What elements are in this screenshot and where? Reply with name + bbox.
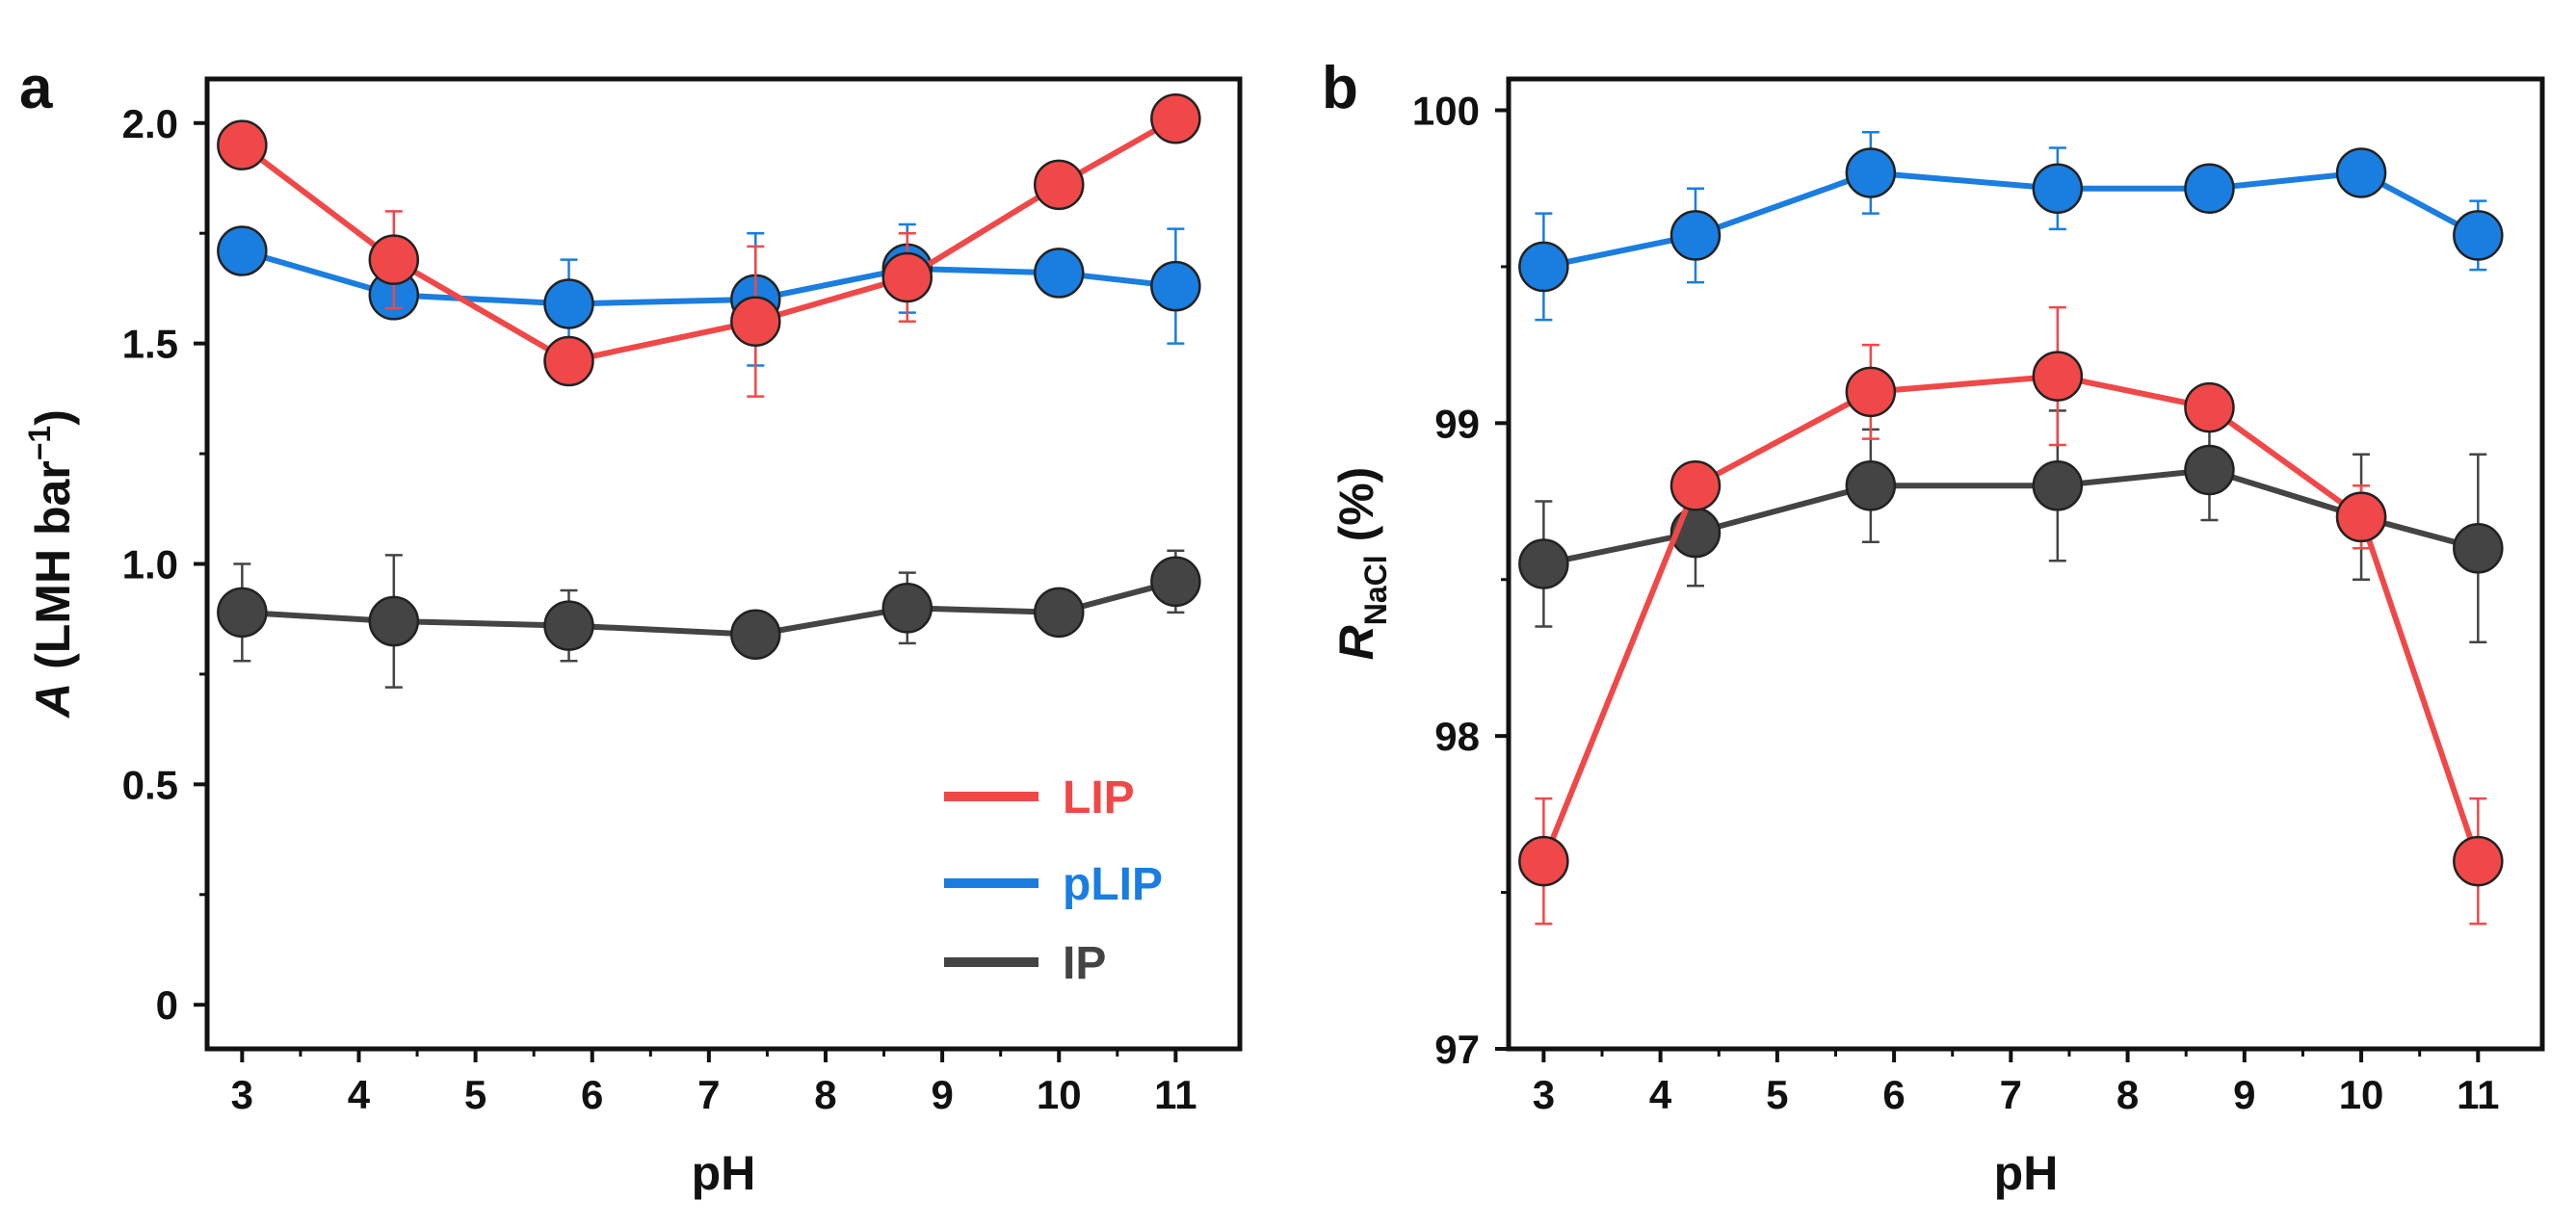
panel-b-x-tick-label: 8 [2116,1072,2139,1117]
panel-a-x-tick-label: 5 [464,1072,486,1117]
panel-b-rejection-chart: b 3 4 5 6 7 8 9 10 11 97 98 99 100 pH RNaCl (%) [1322,55,2545,1200]
data-point-ip [2184,444,2235,496]
data-point-lip [1033,159,1085,211]
series-lip [217,92,1201,398]
panel-b-y-tick-label: 100 [1412,88,1480,133]
data-point-plip [217,225,268,276]
panel-b-x-tick-label: 3 [1533,1072,1555,1117]
data-point-lip [1518,835,1569,887]
data-point-plip [2335,147,2387,198]
panel-b-x-tick-label: 4 [1649,1072,1672,1117]
data-point-lip [881,251,933,303]
panel-a-x-tick-label: 4 [348,1072,371,1117]
panel-a-y-tick-label: 0.5 [122,762,178,807]
series-plip [1518,130,2504,322]
data-point-lip [368,234,420,285]
panel-a-y-axis-unit-exponent: −1 [22,426,57,460]
data-point-ip [730,609,781,660]
data-point-lip [2453,835,2504,887]
panel-a-letter: a [19,55,53,121]
data-point-plip [1033,248,1085,299]
data-point-plip [1150,260,1201,312]
data-point-lip [543,335,594,387]
data-point-plip [2184,163,2235,214]
data-point-plip [543,278,594,329]
data-point-ip [1033,587,1085,639]
data-point-lip [217,119,268,170]
data-point-ip [1518,538,1569,589]
panel-a-marks [217,92,1201,689]
data-point-ip [1150,556,1201,608]
panel-a-y-axis-symbol: A [26,683,80,719]
data-point-lip [1150,92,1201,144]
data-point-ip [368,595,420,647]
panel-a-ticks: 3 4 5 6 7 8 9 10 11 0 0.5 1.0 1.5 2.0 [122,101,1197,1117]
panel-b-x-tick-label: 6 [1882,1072,1905,1117]
series-plip [217,222,1201,367]
data-point-plip [1669,210,1722,261]
panel-b-x-tick-label: 9 [2233,1072,2255,1117]
panel-b-ticks: 3 4 5 6 7 8 9 10 11 97 98 99 100 [1412,88,2500,1117]
panel-b-x-tick-label: 5 [1766,1072,1788,1117]
panel-b-x-tick-label: 10 [2339,1072,2384,1117]
series-lip [1518,305,2504,926]
panel-a-x-tick-label: 7 [697,1072,720,1117]
panel-b-y-axis-symbol: R [1329,625,1383,660]
legend-label-ip: IP [1063,938,1106,989]
panel-a-x-axis-title: pH [692,1146,756,1200]
panel-b-y-axis-unit: (%) [1329,467,1383,556]
panel-a-y-tick-label: 2.0 [122,101,178,146]
data-point-plip [2453,210,2504,261]
panel-b-x-axis-title: pH [1994,1146,2059,1200]
panel-b-y-tick-label: 98 [1434,714,1480,759]
panel-a-y-axis-unit: (LMH bar [26,460,80,683]
data-point-lip [1845,366,1897,418]
series-line-lip [1540,373,2482,863]
panel-b-y-axis-subscript: NaCl [1358,555,1393,625]
panel-a-x-tick-label: 9 [931,1072,953,1117]
data-point-lip [2184,381,2235,433]
panel-b-x-tick-label: 11 [2457,1072,2499,1117]
data-point-lip [730,296,781,347]
data-point-ip [1845,460,1897,511]
data-point-ip [881,583,933,634]
panel-a-x-tick-label: 10 [1037,1072,1082,1117]
series-ip [217,549,1201,689]
panel-a-x-tick-label: 6 [581,1072,603,1117]
legend-label-plip: pLIP [1063,859,1163,910]
panel-a-x-tick-label: 11 [1154,1072,1196,1117]
data-point-ip [543,600,594,651]
panel-a-y-tick-label: 0 [156,982,178,1028]
panel-b-y-tick-label: 97 [1434,1027,1480,1072]
panel-b-letter: b [1322,55,1358,121]
data-point-ip [2032,460,2084,511]
panel-a-legend: LIP pLIP IP [944,772,1163,989]
data-point-ip [2453,523,2504,574]
panel-a-flux-chart: a 3 4 5 6 7 8 9 10 11 0 0.5 1.0 1.5 2.0 pH A (LMH bar… [19,55,1243,1200]
panel-b-marks [1518,130,2504,926]
panel-b-x-tick-label: 7 [2000,1072,2022,1117]
panel-a-y-tick-label: 1.0 [122,542,178,588]
data-point-plip [1845,147,1897,198]
panel-a-x-tick-label: 3 [231,1072,253,1117]
data-point-ip [217,587,268,639]
panel-b-y-tick-label: 99 [1434,401,1480,446]
panel-a-y-axis-title: A (LMH bar−1) [22,409,80,719]
legend-label-lip: LIP [1063,772,1135,823]
panel-a-x-tick-label: 8 [814,1072,836,1117]
panel-a-y-tick-label: 1.5 [122,322,178,367]
data-point-lip [2335,491,2387,543]
data-point-lip [1669,460,1722,511]
panel-b-y-axis-title: RNaCl (%) [1329,467,1393,661]
panel-a-y-axis-close: ) [26,409,80,426]
data-point-lip [2032,351,2084,402]
panel-b-frame [1506,76,2545,1052]
data-point-plip [2032,163,2084,214]
data-point-plip [1518,241,1569,293]
